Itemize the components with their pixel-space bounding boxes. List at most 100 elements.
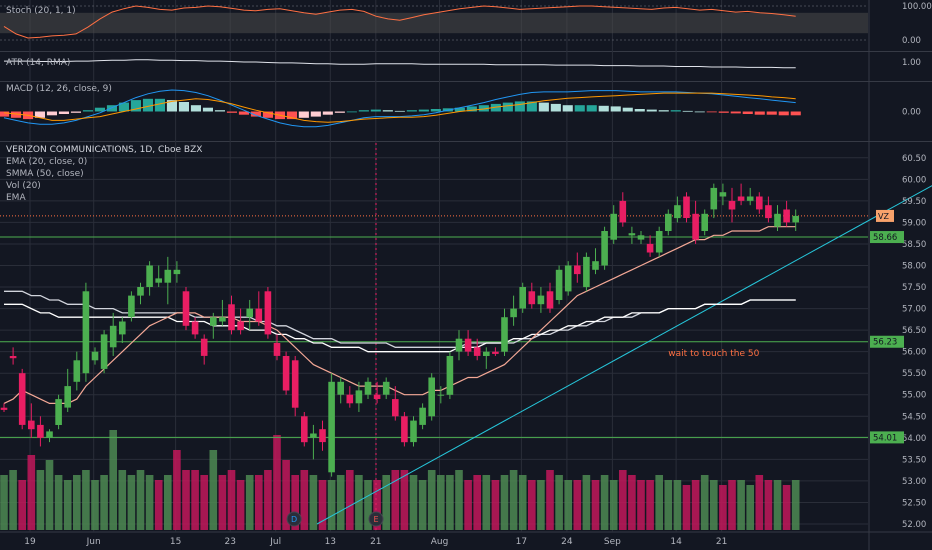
candle-body-22 [200, 338, 208, 356]
macd-pane[interactable] [0, 89, 801, 128]
candle-body-38 [346, 394, 354, 404]
indicator-legend-ema: EMA (20, close, 0) [6, 157, 87, 167]
price-pane[interactable]: wait to touch the 50 D E [0, 143, 932, 532]
volume-bar-56 [509, 470, 518, 530]
candle-body-73 [665, 213, 672, 231]
candle-body-6 [55, 399, 62, 425]
candle-body-5 [46, 431, 53, 438]
candle-body-81 [737, 196, 745, 201]
candle-body-49 [446, 356, 454, 395]
price-label-box-0 [870, 231, 904, 244]
macd-histogram-bar-66 [790, 111, 801, 116]
volume-bar-49 [446, 475, 454, 530]
indicator-legend-smma: SMMA (50, close) [6, 169, 84, 179]
price-label-0: 58.66 [873, 233, 897, 243]
volume-bar-4 [36, 470, 45, 530]
volume-bar-67 [609, 480, 618, 530]
macd-histogram-bar-39 [466, 106, 477, 112]
candle-body-28 [255, 308, 263, 322]
macd-histogram-bar-36 [430, 109, 441, 112]
y-tick-label-13: 54.00 [902, 434, 926, 444]
symbol-badge-label: VZ [878, 212, 889, 221]
macd-histogram-bar-24 [286, 111, 297, 120]
y-tick-label-9: 56.00 [902, 348, 926, 358]
stoch-k-line [3, 5, 796, 39]
candle-body-76 [692, 213, 699, 240]
macd-histogram-bar-6 [70, 111, 81, 113]
volume-bar-28 [255, 475, 263, 530]
candle-body-16 [146, 265, 153, 287]
x-tick-label-5: 13 [325, 537, 336, 547]
candle-body-75 [683, 196, 690, 218]
candle-body-62 [564, 265, 572, 292]
price-label-2: 54.01 [873, 433, 897, 443]
candle-body-50 [455, 338, 463, 352]
candle-body-3 [28, 420, 35, 430]
x-tick-label-1: Jun [86, 537, 101, 547]
volume-bar-53 [482, 475, 491, 530]
macd-histogram-bar-35 [418, 109, 429, 112]
volume-bar-29 [264, 470, 272, 530]
candle-body-15 [137, 287, 144, 296]
x-tick-label-4: Jul [269, 537, 281, 547]
volume-bar-32 [291, 475, 299, 530]
candle-body-25 [228, 304, 235, 331]
macd-histogram-bar-17 [202, 107, 213, 112]
candle-body-66 [601, 231, 608, 266]
macd-histogram-bar-64 [766, 111, 777, 115]
macd-histogram-bar-0 [0, 111, 10, 117]
candle-body-32 [291, 360, 299, 408]
volume-bar-48 [437, 475, 445, 530]
candle-body-14 [128, 295, 135, 318]
candle-body-68 [619, 200, 627, 223]
volume-bar-59 [537, 480, 545, 530]
volume-bar-54 [491, 480, 500, 530]
candle-body-21 [191, 321, 199, 335]
volume-bar-44 [400, 470, 409, 530]
event-marker-1 [368, 511, 384, 527]
volume-bar-21 [191, 470, 199, 530]
x-tick-label-3: 23 [224, 537, 235, 547]
macd-histogram-bar-63 [754, 111, 765, 115]
x-tick-label-7: Aug [431, 537, 449, 547]
candle-body-44 [401, 416, 408, 443]
volume-bar-10 [91, 480, 99, 530]
volume-bar-24 [218, 475, 227, 530]
candle-body-69 [628, 233, 636, 236]
stoch-pane[interactable] [0, 5, 868, 41]
macd-histogram-bar-65 [778, 111, 789, 116]
candle-body-47 [428, 377, 435, 417]
candle-body-56 [510, 308, 517, 318]
volume-bar-72 [655, 475, 663, 530]
x-tick-label-0: 19 [24, 537, 36, 547]
macd-histogram-bar-53 [634, 109, 645, 112]
candle-body-19 [173, 269, 181, 275]
atr-pane[interactable] [4, 59, 796, 69]
macd-histogram-bar-46 [550, 103, 561, 112]
atr-y-tick-0: 1.00 [902, 58, 921, 68]
candle-body-83 [756, 196, 763, 210]
volume-bar-58 [528, 480, 536, 530]
candle-body-34 [310, 433, 317, 438]
volume-bar-65 [591, 480, 600, 530]
candle-body-85 [774, 213, 781, 227]
candle-body-54 [492, 351, 499, 354]
event-marker-0 [286, 511, 302, 527]
y-tick-label-1: 60.00 [902, 175, 926, 185]
candle-body-24 [219, 317, 226, 322]
volume-bar-35 [318, 480, 327, 530]
y-tick-label-17: 52.00 [902, 520, 926, 530]
volume-bar-75 [682, 485, 691, 530]
candle-body-27 [246, 308, 253, 318]
macd-histogram-bar-40 [478, 105, 489, 112]
macd-histogram-bar-29 [346, 111, 357, 113]
macd-histogram-bar-60 [718, 111, 729, 113]
volume-bar-26 [236, 480, 245, 530]
volume-bar-61 [555, 475, 563, 530]
volume-bar-63 [573, 480, 582, 530]
volume-bar-66 [600, 475, 609, 530]
x-tick-label-8: 17 [516, 537, 527, 547]
volume-bar-83 [755, 475, 764, 530]
macd-histogram-bar-50 [598, 105, 609, 112]
